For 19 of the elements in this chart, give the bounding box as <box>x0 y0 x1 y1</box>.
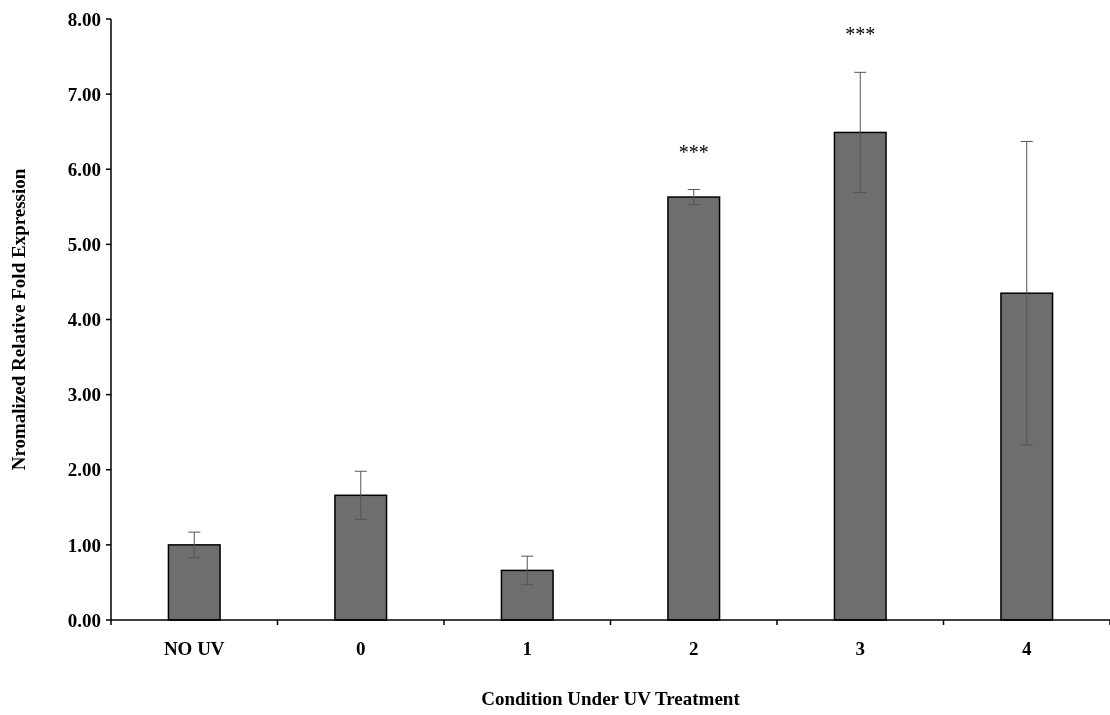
annotation: *** <box>845 23 876 46</box>
x-tick-label: 4 <box>1022 638 1032 659</box>
y-tick-label: 2.00 <box>67 459 101 481</box>
x-tick-label: 0 <box>356 638 366 659</box>
annotation: *** <box>678 140 709 163</box>
x-tick-label: 3 <box>855 638 865 659</box>
x-tick-label: NO UV <box>163 638 225 659</box>
y-tick-label: 4.00 <box>67 309 101 331</box>
y-tick-label: 7.00 <box>67 83 101 105</box>
y-tick-label: 5.00 <box>67 234 101 256</box>
x-axis-title: Condition Under UV Treatment <box>481 688 741 709</box>
y-tick-label: 8.00 <box>67 8 101 30</box>
y-axis-title: Nromalized Relative Fold Expression <box>8 168 29 471</box>
y-tick-label: 6.00 <box>67 158 101 180</box>
x-tick-label: 2 <box>689 638 699 659</box>
y-tick-label: 3.00 <box>67 384 101 406</box>
y-tick-label: 1.00 <box>67 534 101 556</box>
y-tick-label: 0.00 <box>67 609 101 631</box>
x-tick-label: 1 <box>522 638 532 659</box>
